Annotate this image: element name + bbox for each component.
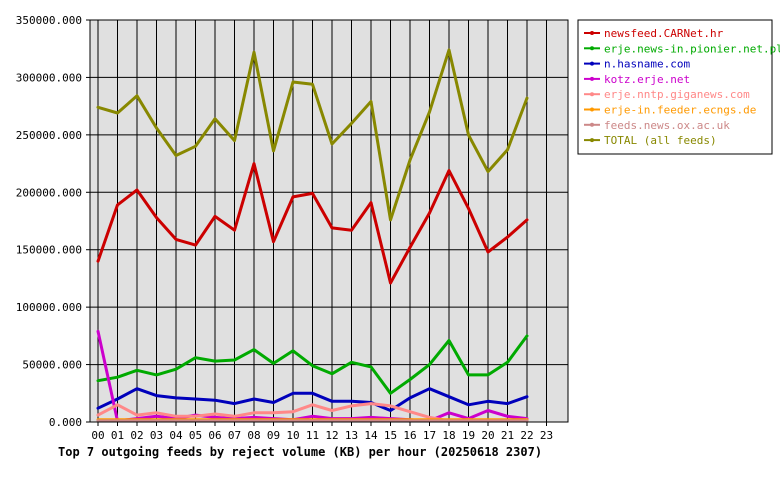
x-tick-label: 23 <box>540 429 553 442</box>
x-tick-label: 04 <box>169 429 183 442</box>
legend: newsfeed.CARNet.hr erje.news-in.pionier.n… <box>577 19 780 155</box>
y-tick-label: 50000.000 <box>22 359 82 372</box>
series-line-0 <box>96 162 529 285</box>
legend-box <box>577 19 773 155</box>
x-tick-label: 10 <box>286 429 299 442</box>
x-tick-label: 01 <box>111 429 124 442</box>
y-tick-label: 0.000 <box>49 416 82 429</box>
chart-title: Top 7 outgoing feeds by reject volume (K… <box>58 445 542 459</box>
x-tick-label: 05 <box>189 429 202 442</box>
x-tick-label: 14 <box>364 429 378 442</box>
legend-marker <box>590 107 594 112</box>
legend-marker <box>590 122 594 127</box>
y-tick-label: 350000.000 <box>16 14 82 27</box>
legend-label: erje-in.feeder.ecngs.de <box>604 104 756 117</box>
x-tick-label: 20 <box>481 429 494 442</box>
x-tick-label: 11 <box>306 429 319 442</box>
series-line-3 <box>96 329 529 423</box>
legend-marker <box>590 138 594 143</box>
legend-label: newsfeed.CARNet.hr <box>604 27 724 40</box>
legend-marker <box>590 92 594 97</box>
legend-marker <box>590 61 594 66</box>
series-lines <box>96 48 529 423</box>
x-tick-label: 02 <box>130 429 143 442</box>
series-line-7 <box>96 48 529 222</box>
x-tick-label: 21 <box>501 429 514 442</box>
x-tick-label: 00 <box>91 429 104 442</box>
x-axis: 00 01 02 03 04 05 06 07 08 09 10 11 12 13 14 15 16 17 18 19… <box>91 422 553 442</box>
y-tick-label: 250000.000 <box>16 129 82 142</box>
x-tick-label: 18 <box>442 429 455 442</box>
series-line-1 <box>96 334 529 395</box>
x-tick-label: 07 <box>228 429 241 442</box>
y-tick-label: 150000.000 <box>16 244 82 257</box>
legend-label: feeds.news.ox.ac.uk <box>604 119 730 132</box>
y-tick-label: 100000.000 <box>16 301 82 314</box>
y-tick-label: 200000.000 <box>16 186 82 199</box>
y-tick-label: 300000.000 <box>16 71 82 84</box>
grid <box>90 19 568 423</box>
x-tick-label: 16 <box>403 429 416 442</box>
legend-label: erje.nntp.giganews.com <box>604 88 750 101</box>
legend-marker <box>590 76 594 81</box>
plot-frame <box>89 19 569 423</box>
x-tick-label: 13 <box>345 429 358 442</box>
x-tick-label: 15 <box>384 429 397 442</box>
x-tick-label: 08 <box>247 429 260 442</box>
series-line-2 <box>96 387 529 412</box>
x-tick-label: 19 <box>462 429 475 442</box>
legend-label: kotz.erje.net <box>604 73 690 86</box>
x-tick-label: 17 <box>423 429 436 442</box>
legend-marker <box>590 46 594 51</box>
x-tick-label: 12 <box>325 429 338 442</box>
x-tick-label: 09 <box>267 429 280 442</box>
legend-marker <box>590 31 594 35</box>
x-tick-label: 03 <box>150 429 163 442</box>
legend-label: n.hasname.com <box>604 58 690 71</box>
y-axis: 0.000 50000.000 100000.000 150000.000 200000… <box>16 14 90 429</box>
x-tick-label: 06 <box>208 429 221 442</box>
x-tick-label: 22 <box>520 429 533 442</box>
legend-label: erje.news-in.pionier.net.pl <box>604 42 780 55</box>
legend-label: TOTAL (all feeds) <box>604 134 717 147</box>
